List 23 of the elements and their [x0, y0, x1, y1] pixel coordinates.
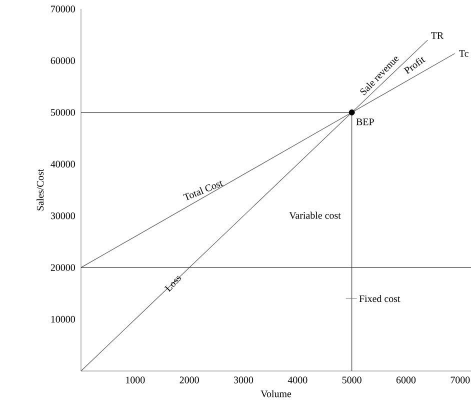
x-tick-label: 1000 [126, 376, 145, 384]
annotation: Fixed cost [359, 295, 400, 302]
x-tick-label: 6000 [396, 376, 416, 384]
annotation: Loss [164, 276, 182, 292]
y-axis-title: Sales/Cost [36, 169, 44, 210]
y-tick-label: 70000 [51, 6, 75, 12]
y-tick-label: 40000 [50, 160, 75, 168]
y-tick-label: 20000 [50, 264, 75, 271]
annotation: Total Cost [183, 180, 224, 200]
annotation: TR [431, 32, 444, 39]
annotation: BEP [356, 118, 374, 126]
x-tick-label: 3000 [234, 376, 254, 384]
annotation: Variable cost [289, 212, 341, 219]
x-tick-label: 5000 [342, 376, 362, 384]
y-tick-label: 10000 [51, 316, 75, 323]
x-tick-label: 7000 [450, 376, 470, 384]
y-tick-label: 60000 [50, 57, 75, 64]
y-tick-label: 50000 [51, 109, 75, 116]
x-axis-title: Volume [260, 390, 292, 398]
y-tick-label: 30000 [50, 212, 75, 220]
x-tick-label: 4000 [288, 376, 308, 384]
x-tick-label: 2000 [180, 376, 199, 384]
annotation: Tc [459, 50, 468, 57]
